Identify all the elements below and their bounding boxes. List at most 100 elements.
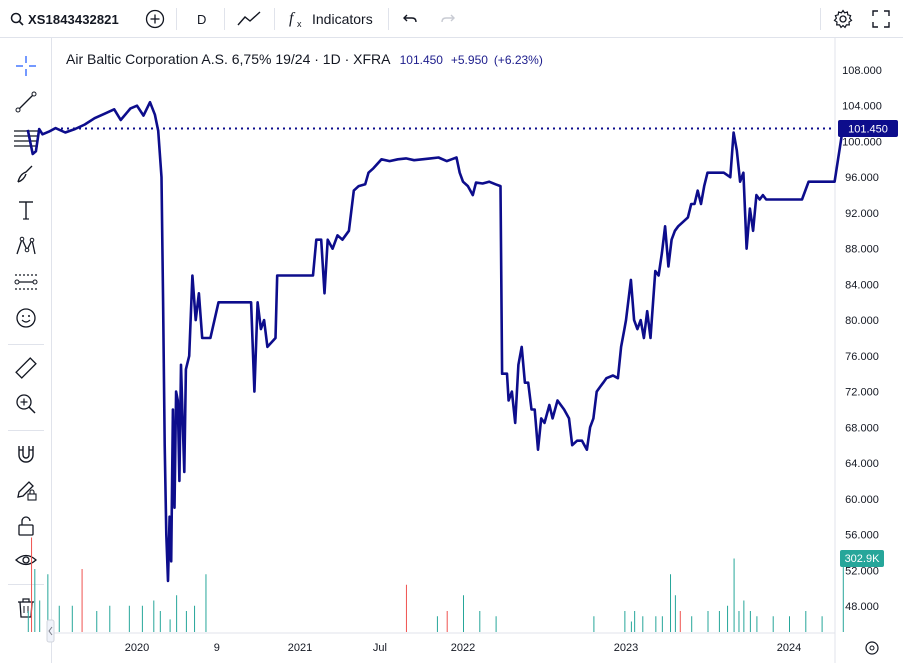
volume-bar [81, 569, 83, 632]
scale-settings-button[interactable] [865, 641, 879, 655]
volume-bar [733, 558, 735, 632]
volume-bar [842, 563, 844, 632]
lock-drawings-tool[interactable] [12, 476, 40, 504]
volume-bar [679, 611, 681, 632]
text-tool[interactable] [12, 196, 40, 224]
volume-bar [805, 611, 807, 632]
volume-bar [634, 611, 636, 632]
volume-bar [661, 616, 663, 632]
volume-bar [593, 616, 595, 632]
crosshair-tool[interactable] [12, 52, 40, 80]
measure-tool[interactable] [12, 354, 40, 382]
drawing-toolbar [0, 38, 52, 663]
collapse-handle[interactable] [46, 619, 55, 643]
volume-bar [58, 605, 60, 632]
volume-bar [674, 595, 676, 632]
undo-button[interactable] [402, 0, 418, 38]
volume-bar [642, 616, 644, 632]
price-tick-label: 64.000 [845, 458, 879, 470]
compare-button[interactable] [145, 0, 165, 38]
price-tick-label: 92.000 [845, 208, 879, 220]
redo-button[interactable] [440, 0, 456, 38]
toolbar-divider [274, 8, 275, 30]
unlock-icon [18, 516, 34, 536]
volume-bar [718, 611, 720, 632]
price-tick-label: 52.000 [845, 565, 879, 577]
price-tick-label: 104.000 [842, 101, 882, 113]
price-tick-label: 80.000 [845, 315, 879, 327]
toolbar-divider [176, 8, 177, 30]
visibility-tool[interactable] [12, 546, 40, 574]
volume-bar [39, 600, 41, 632]
time-axis[interactable]: 2020 9 2021 Jul 2022 2023 2024 [125, 642, 801, 654]
symbol-search[interactable]: XS1843432821 [10, 0, 119, 38]
search-icon [10, 12, 24, 26]
volume-bar [707, 611, 709, 632]
volume-bar [176, 595, 178, 632]
smile-icon [16, 308, 36, 328]
zoom-tool[interactable] [12, 390, 40, 418]
volume-bar [153, 600, 155, 632]
volume-bar [27, 611, 29, 632]
volume-bar [479, 611, 481, 632]
legend-change: +5.950 [450, 53, 488, 67]
fullscreen-button[interactable] [872, 0, 890, 38]
volume-bar [159, 611, 161, 632]
add-circle-icon [145, 9, 165, 29]
chart-type-button[interactable] [236, 0, 262, 38]
price-tick-label: 100.000 [842, 136, 882, 148]
trend-line-tool[interactable] [12, 88, 40, 116]
emoji-tool[interactable] [12, 304, 40, 332]
last-price-tag: 101.450 [838, 120, 898, 138]
volume-bar [691, 616, 693, 632]
fib-tool[interactable] [12, 124, 40, 152]
volume-bar [446, 611, 448, 632]
price-tick-label: 48.000 [845, 601, 879, 613]
volume-bar [47, 574, 49, 632]
pencil-lock-icon [17, 481, 37, 501]
price-tick-label: 60.000 [845, 494, 879, 506]
interval-button[interactable]: D [197, 0, 206, 38]
magnet-tool[interactable] [12, 440, 40, 468]
volume-bar [109, 605, 111, 632]
crosshair-icon [16, 56, 36, 76]
time-tick-label: 9 [214, 642, 220, 654]
volume-bar [436, 616, 438, 632]
interval-label: D [197, 11, 207, 27]
legend-change-pct: (+6.23%) [493, 53, 543, 67]
price-axis[interactable]: 108.000 104.000 100.000 96.000 92.000 88.000 8… [842, 65, 882, 613]
time-tick-label: 2024 [777, 642, 801, 654]
volume-bar [655, 616, 657, 632]
settings-button[interactable] [833, 0, 853, 38]
horizontal-lines-icon [14, 130, 38, 147]
legend-last-value: 101.450 [399, 53, 443, 67]
volume-bar [128, 605, 130, 632]
chevron-left-icon [48, 626, 53, 636]
toolbar-divider [8, 430, 44, 431]
brush-icon [17, 165, 33, 183]
volume-bar [169, 619, 171, 632]
toolbar-divider [820, 8, 821, 30]
volume-bar [821, 616, 823, 632]
volume-bar [71, 605, 73, 632]
time-tick-label: 2020 [125, 642, 149, 654]
chart-legend: Air Baltic Corporation A.S. 6,75% 19/24 … [66, 51, 543, 67]
volume-bar [749, 611, 751, 632]
legend-title: Air Baltic Corporation A.S. 6,75% 19/24 … [66, 51, 390, 67]
brush-tool[interactable] [12, 160, 40, 188]
ruler-icon [15, 357, 37, 379]
forecast-tool[interactable] [12, 268, 40, 296]
text-icon [19, 201, 33, 220]
lock-tool[interactable] [12, 512, 40, 540]
volume-bar [738, 611, 740, 632]
toolbar-divider [388, 8, 389, 30]
time-tick-label: Jul [373, 642, 387, 654]
time-tick-label: 2021 [288, 642, 312, 654]
price-series-line [26, 100, 845, 583]
pattern-tool[interactable] [12, 232, 40, 260]
price-tick-label: 56.000 [845, 530, 879, 542]
